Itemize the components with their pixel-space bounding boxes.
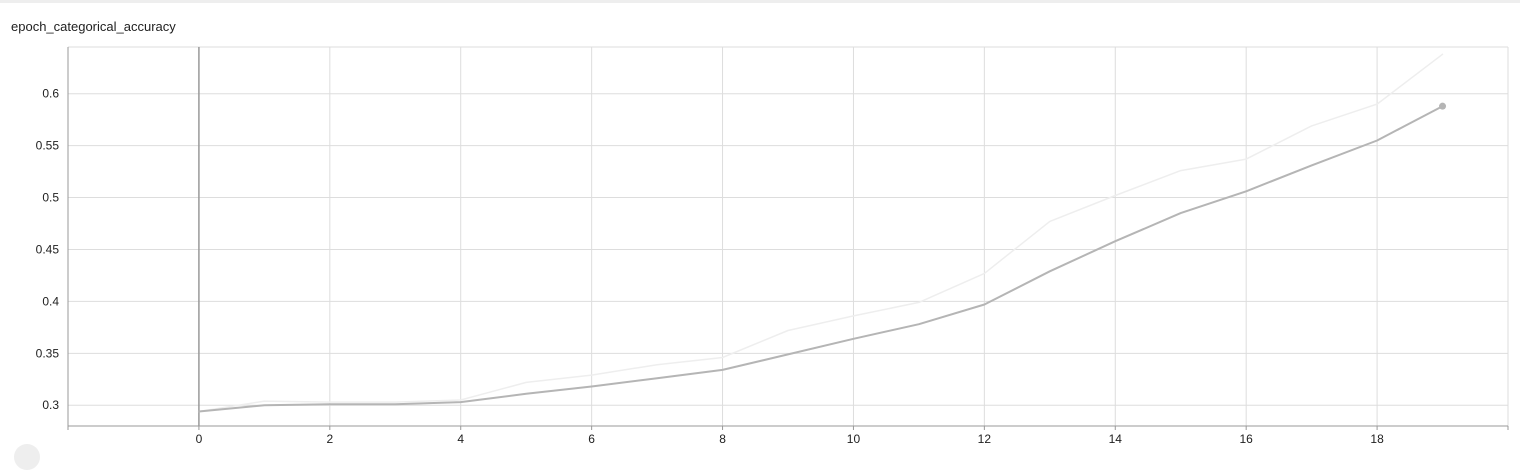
x-tick-label: 14 <box>1109 432 1123 446</box>
y-tick-label: 0.55 <box>36 139 60 153</box>
y-tick-label: 0.4 <box>42 294 59 308</box>
x-tick-label: 8 <box>719 432 726 446</box>
tick-label-layer: 0.3 0.35 0.4 0.45 0.5 0.55 0.6 0 2 4 6 8 10 12 14 16 18 <box>36 87 1384 446</box>
corner-control[interactable] <box>14 444 40 470</box>
y-tick-label: 0.35 <box>36 346 60 360</box>
x-tick-label: 4 <box>457 432 464 446</box>
x-tick-label: 6 <box>588 432 595 446</box>
y-tick-label: 0.45 <box>36 242 60 256</box>
x-tick-label: 0 <box>196 432 203 446</box>
x-tick-label: 10 <box>847 432 861 446</box>
x-tick-label: 18 <box>1370 432 1384 446</box>
axis-layer <box>67 47 1509 430</box>
series-end-point <box>1439 102 1447 110</box>
y-tick-label: 0.5 <box>42 191 59 205</box>
x-tick-label: 12 <box>978 432 992 446</box>
series-line-smoothed <box>197 105 1444 413</box>
grid-layer <box>68 46 1509 426</box>
chart-title: epoch_categorical_accuracy <box>11 19 176 34</box>
chart-svg[interactable]: 0.3 0.35 0.4 0.45 0.5 0.55 0.6 0 2 4 6 8 10 12 14 16 18 <box>0 0 1520 450</box>
x-tick-label: 16 <box>1240 432 1254 446</box>
panel-top-border <box>0 0 1520 3</box>
series-line-raw <box>198 53 1444 413</box>
y-tick-label: 0.6 <box>42 87 59 101</box>
series-layer <box>197 53 1447 413</box>
y-tick-label: 0.3 <box>42 398 59 412</box>
x-tick-label: 2 <box>326 432 333 446</box>
